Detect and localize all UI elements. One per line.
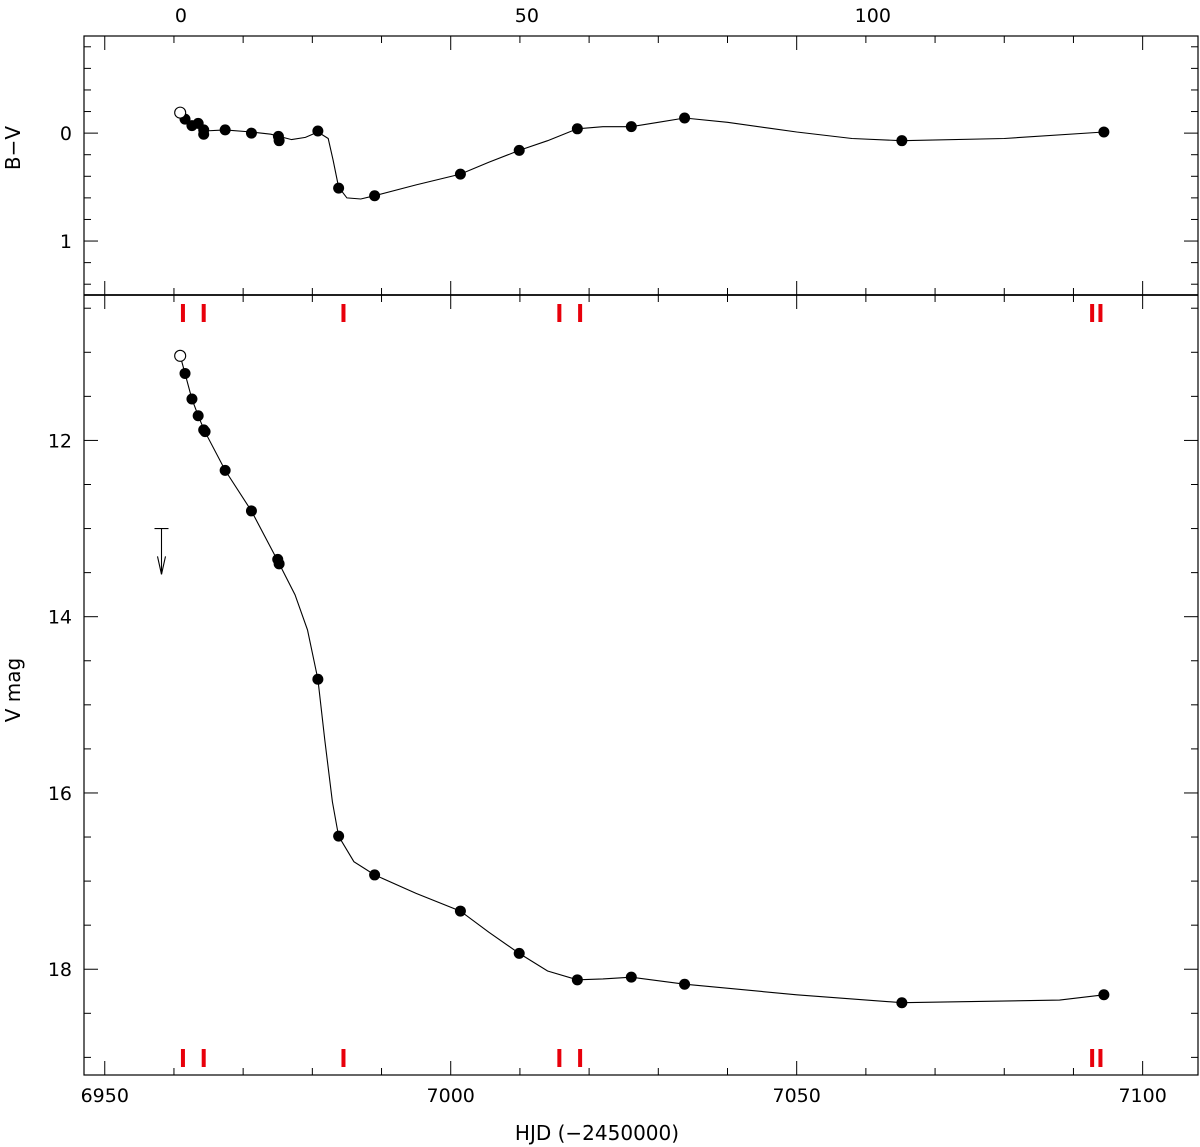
spectrum-marker bbox=[201, 1049, 206, 1067]
x-axis-label: HJD (−2450000) bbox=[515, 1121, 679, 1145]
data-point bbox=[273, 558, 285, 570]
data-point bbox=[896, 997, 908, 1009]
data-point bbox=[679, 112, 691, 124]
data-point bbox=[199, 426, 211, 438]
y-tick-label: 16 bbox=[48, 783, 72, 805]
y-axis-label: B−V bbox=[1, 126, 25, 170]
top-panel: 0 1 B−V bbox=[1, 46, 1198, 285]
spectrum-marker bbox=[578, 304, 583, 322]
data-point bbox=[186, 393, 198, 405]
spectrum-marker bbox=[1098, 1049, 1103, 1067]
x-tick-label: 7100 bbox=[1118, 1085, 1166, 1107]
open-data-point bbox=[174, 349, 187, 362]
spectrum-marker bbox=[341, 1049, 346, 1067]
data-point bbox=[245, 505, 257, 517]
data-point bbox=[454, 905, 466, 917]
spectrum-marker bbox=[341, 304, 346, 322]
open-data-point bbox=[174, 106, 187, 119]
data-point bbox=[312, 125, 324, 137]
data-point bbox=[369, 869, 381, 881]
x-tick-label: 6950 bbox=[81, 1085, 129, 1107]
data-point bbox=[513, 144, 525, 156]
x-tick-label: 7050 bbox=[773, 1085, 821, 1107]
data-point bbox=[245, 127, 257, 139]
top-axis-tick-label: 50 bbox=[515, 5, 539, 27]
data-point bbox=[179, 367, 191, 379]
data-point bbox=[571, 123, 583, 135]
x-tick-label: 7000 bbox=[427, 1085, 475, 1107]
spectrum-marker bbox=[1090, 1049, 1095, 1067]
top-axis-tick-label: 100 bbox=[855, 5, 891, 27]
y-tick-label: 1 bbox=[60, 231, 72, 253]
bottom-panel: 12 14 16 18 V mag bbox=[1, 307, 1198, 1058]
spectrum-marker bbox=[557, 1049, 562, 1067]
data-point bbox=[571, 974, 583, 986]
data-point bbox=[192, 410, 204, 422]
spectrum-marker bbox=[578, 1049, 583, 1067]
data-point bbox=[513, 947, 525, 959]
spectrum-marker bbox=[201, 304, 206, 322]
y-tick-label: 12 bbox=[48, 430, 72, 452]
data-point bbox=[625, 971, 637, 983]
data-point bbox=[312, 673, 324, 685]
fit-curve bbox=[179, 355, 1104, 1004]
y-tick-label: 14 bbox=[48, 607, 72, 629]
data-point bbox=[454, 168, 466, 180]
top-axis-tick-label: 0 bbox=[175, 5, 187, 27]
data-point bbox=[333, 182, 345, 194]
data-point bbox=[679, 978, 691, 990]
data-point bbox=[219, 124, 231, 136]
plot-frame bbox=[83, 35, 1199, 1076]
data-point bbox=[1098, 126, 1110, 138]
spectrum-marker bbox=[180, 304, 185, 322]
y-tick-label: 18 bbox=[48, 959, 72, 981]
data-point bbox=[1098, 989, 1110, 1001]
data-point bbox=[219, 464, 231, 476]
y-axis-label: V mag bbox=[1, 658, 25, 722]
limit-arrow-head bbox=[156, 556, 167, 575]
data-point bbox=[198, 128, 210, 140]
data-point bbox=[333, 830, 345, 842]
data-point bbox=[625, 121, 637, 133]
spectrum-marker bbox=[1098, 304, 1103, 322]
spectrum-marker bbox=[557, 304, 562, 322]
data-point bbox=[273, 135, 285, 147]
spectrum-marker bbox=[180, 1049, 185, 1067]
data-point bbox=[369, 190, 381, 202]
data-point bbox=[896, 135, 908, 147]
spectra-markers bbox=[180, 304, 1103, 1067]
spectrum-marker bbox=[1090, 304, 1095, 322]
y-tick-label: 0 bbox=[60, 123, 72, 145]
